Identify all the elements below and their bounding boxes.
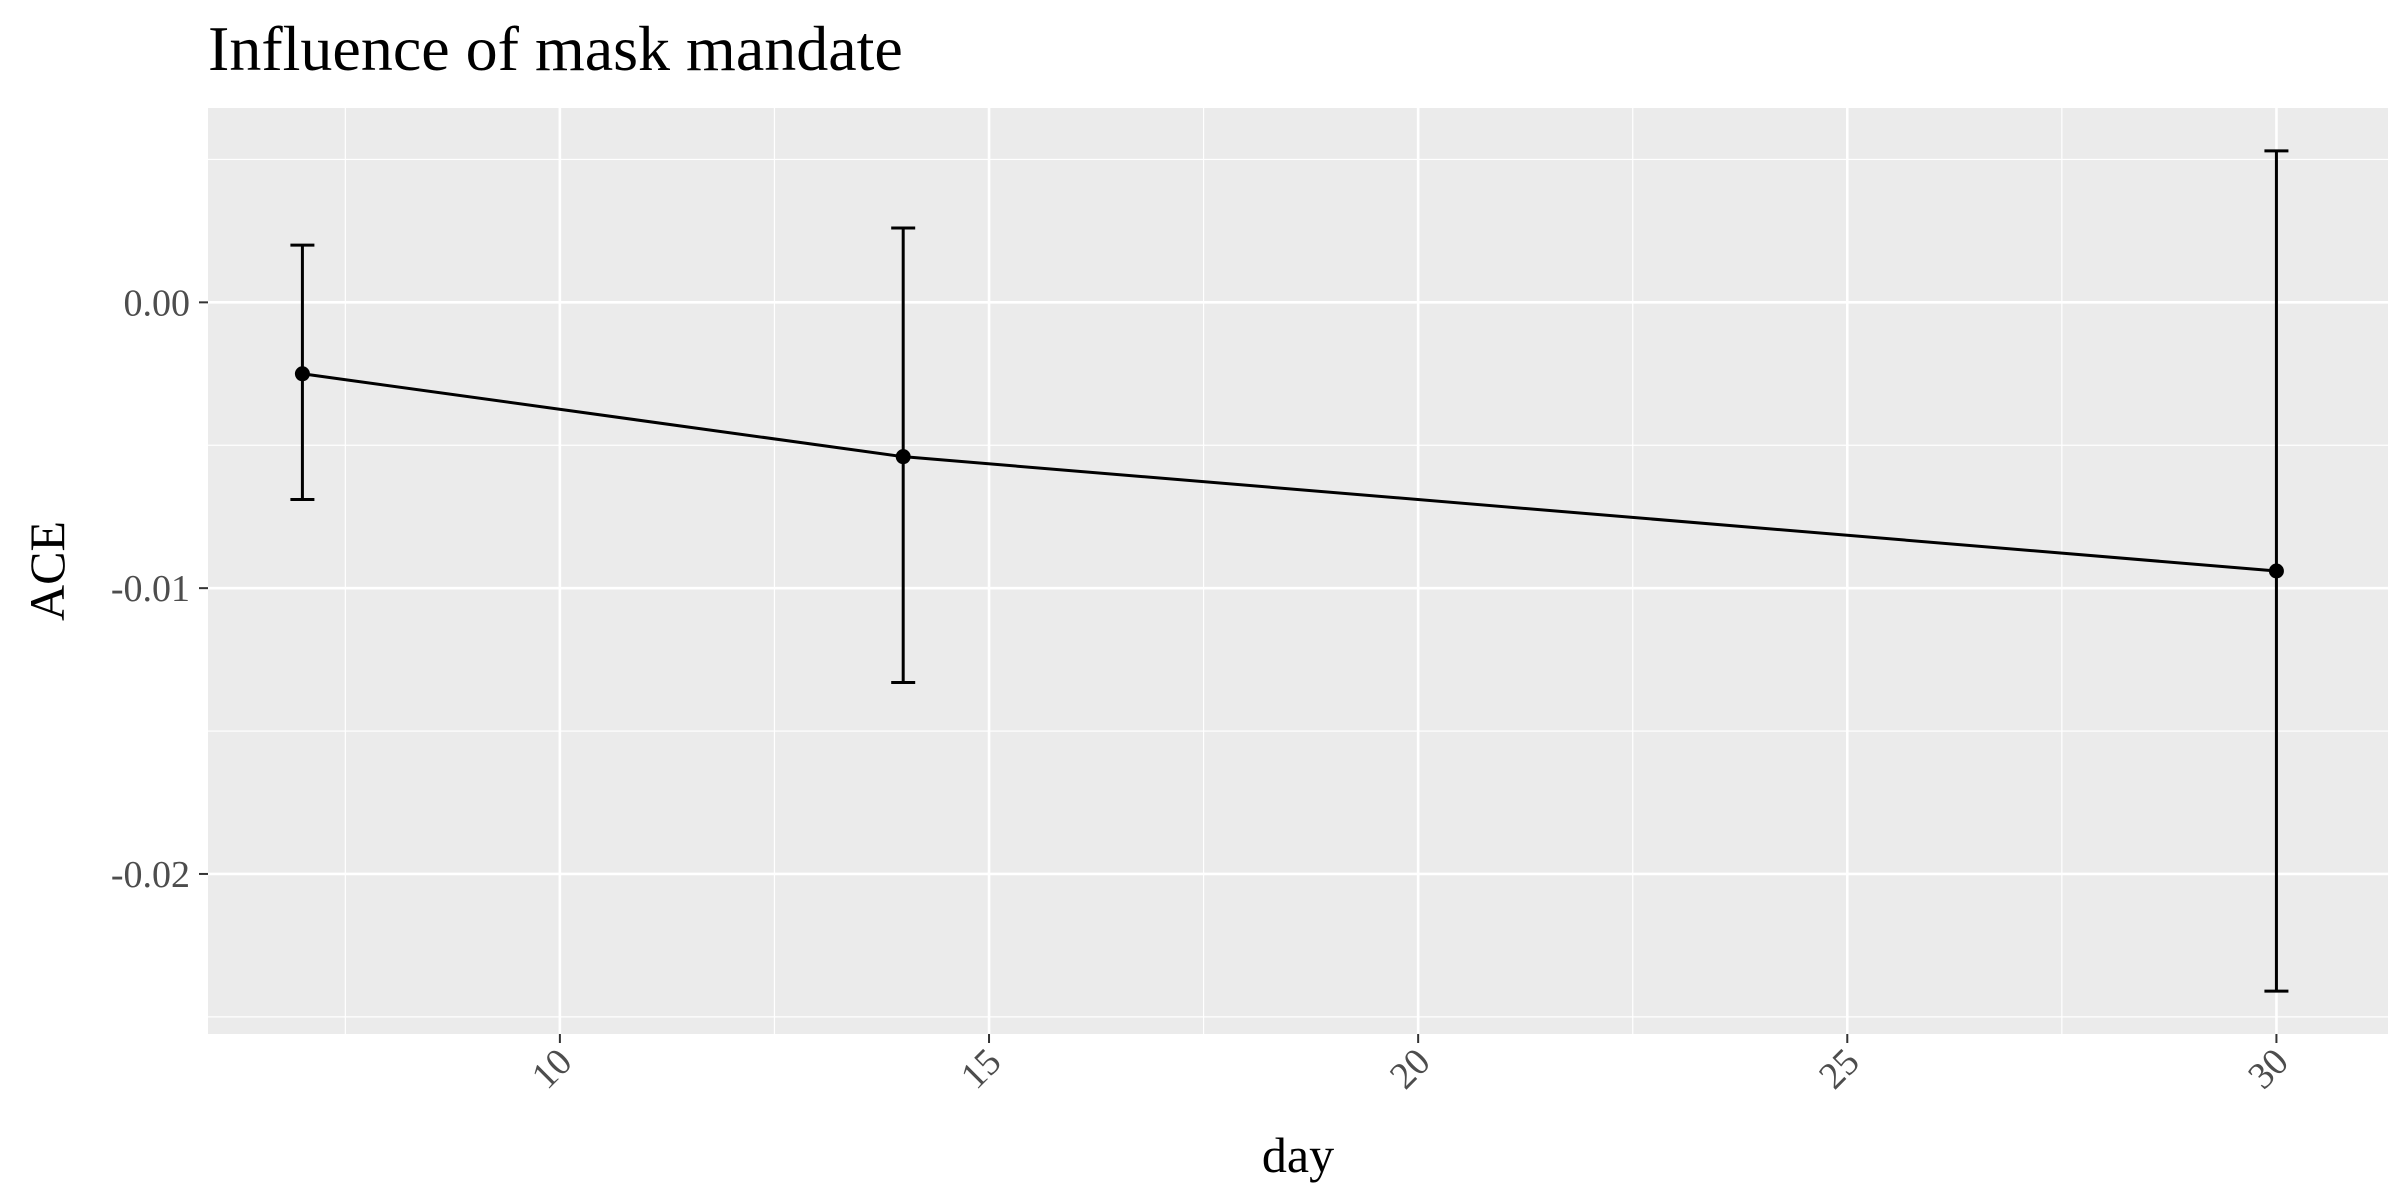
y-tick-label: -0.01 [111,568,190,610]
y-tick-label: -0.02 [111,854,190,896]
x-tick-label: 10 [524,1041,581,1098]
x-axis-title: day [1262,1127,1334,1183]
data-point [2268,563,2284,579]
chart-title: Influence of mask mandate [208,13,903,84]
plot-panel [208,108,2388,1034]
x-tick-label: 25 [1811,1041,1868,1098]
y-axis-title: ACE [19,521,75,621]
x-tick-label: 15 [953,1041,1010,1098]
y-tick-label: 0.00 [124,282,191,324]
x-tick-label: 20 [1382,1041,1439,1098]
data-point [895,449,911,465]
data-point [294,366,310,382]
series-layer [290,149,2289,993]
x-tick-label: 30 [2240,1041,2297,1098]
grid-minor [208,108,2388,1034]
